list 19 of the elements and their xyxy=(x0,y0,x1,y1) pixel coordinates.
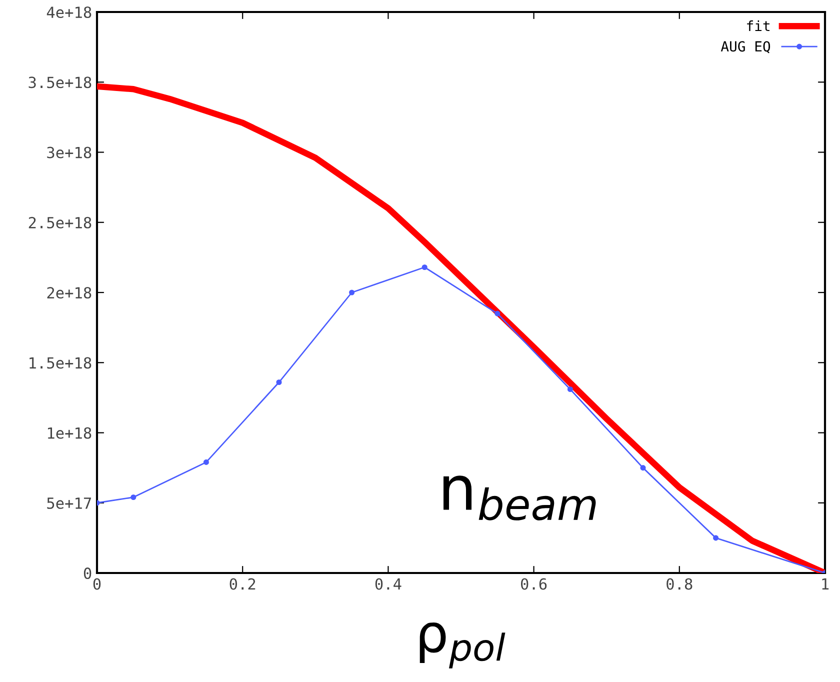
x-tick-label: 0.2 xyxy=(230,578,256,590)
annotation: n$_{beam}$ xyxy=(444,476,596,520)
y-tick-label: 3e+18 xyxy=(47,146,92,158)
x-tick-label: 0.6 xyxy=(520,578,547,590)
x-tick-label: 0.4 xyxy=(375,578,402,590)
x-tick-label: 0 xyxy=(93,578,101,590)
y-tick-label: 0 xyxy=(84,568,92,580)
y-tick-label: 5e+17 xyxy=(47,498,91,509)
y-tick-label: 1.5e+18 xyxy=(30,357,92,369)
y-tick-label: 1e+18 xyxy=(48,427,92,439)
legend-label: AUG EQ xyxy=(720,41,770,54)
x-tick-label: 0.8 xyxy=(666,578,692,590)
y-tick-label: 2e+18 xyxy=(47,287,92,299)
x-axis-title: ρ$_{pol}$ xyxy=(420,622,506,668)
legend-label: fit xyxy=(747,20,770,31)
y-tick-label: 2.5e+18 xyxy=(28,216,92,228)
x-tick-label: 1 xyxy=(822,578,829,590)
y-tick-label: 3.5e+18 xyxy=(28,76,92,88)
y-tick-label: 4e+18 xyxy=(46,6,92,18)
